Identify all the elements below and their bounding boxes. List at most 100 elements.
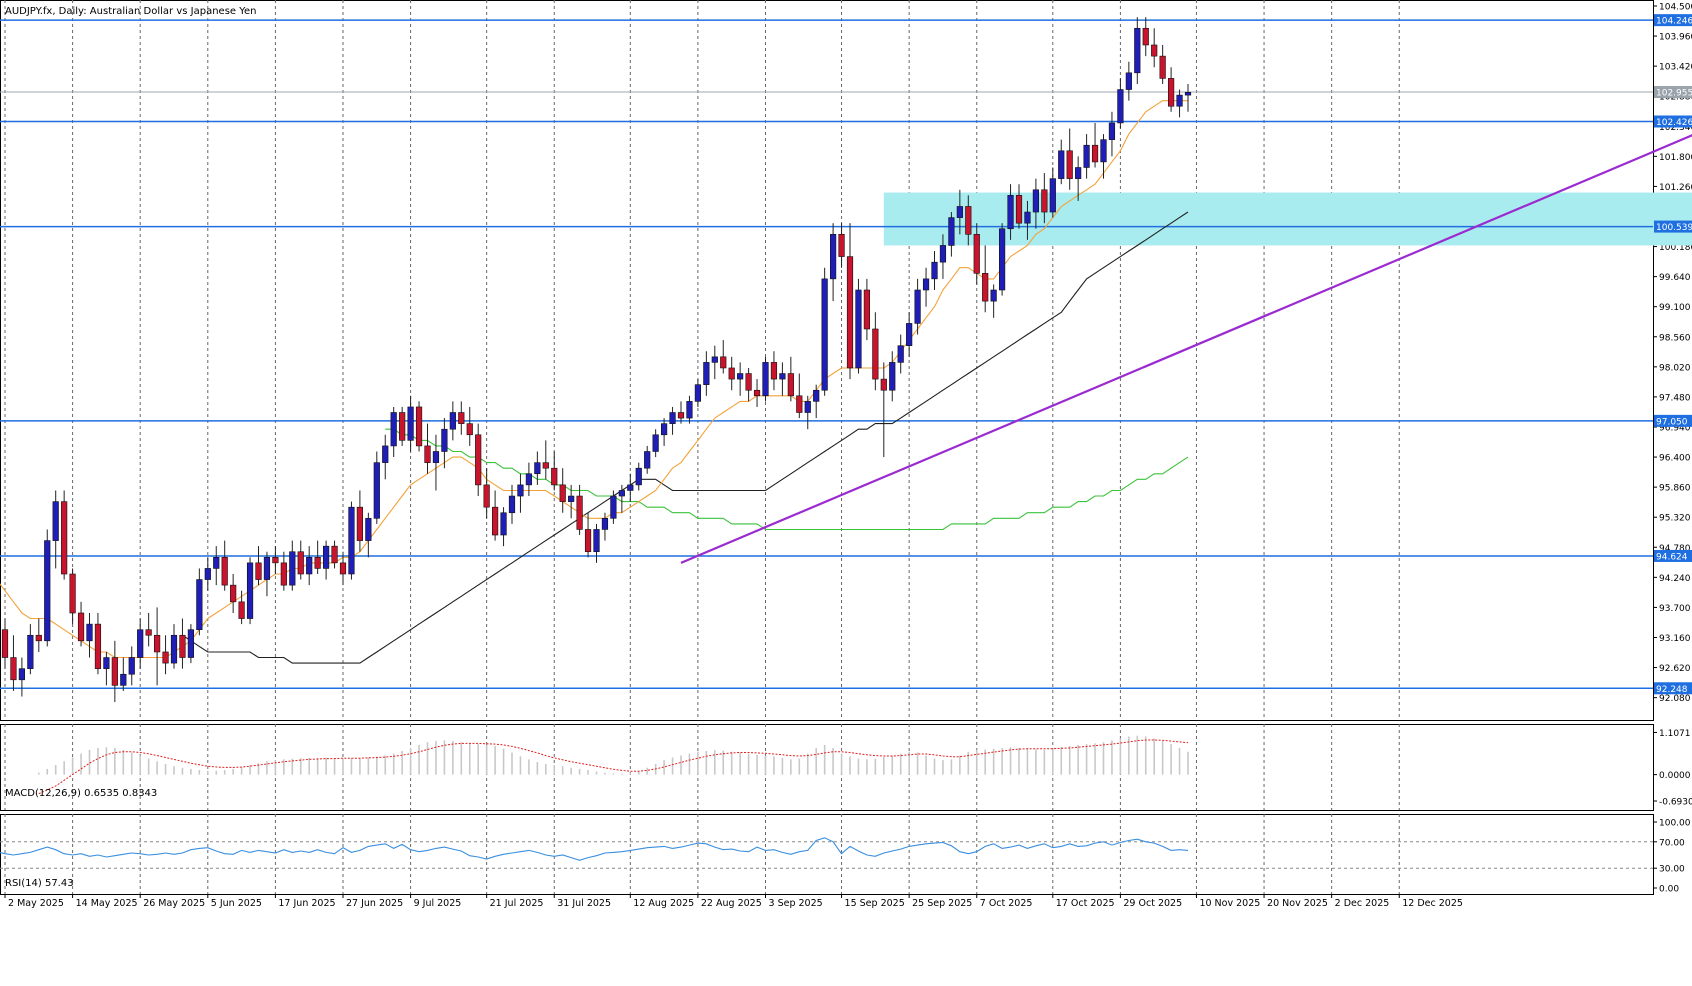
candle-body [906, 323, 913, 346]
level-label: 102.426 [1656, 118, 1692, 128]
candle-body [1, 629, 9, 658]
candle-body [1007, 195, 1014, 230]
macd-y-tick-label: 1.1071 [1659, 729, 1691, 739]
macd-label: MACD(12,26,9) 0.6535 0.8343 [5, 788, 157, 799]
candle-body [821, 278, 828, 391]
candle-body [322, 545, 330, 569]
candle-body [331, 545, 338, 564]
candle-body [635, 467, 642, 486]
candle-body [137, 629, 144, 658]
candle-body [27, 634, 34, 669]
moving-average-long [385, 428, 1189, 531]
current-price-box [1654, 86, 1692, 99]
candle-body [314, 556, 321, 569]
y-tick-label: 92.620 [1659, 664, 1691, 674]
x-axis: 2 May 2025 14 May 2025 26 May 2025 5 Jun 20… [4, 894, 1463, 909]
y-tick-label: 99.100 [1659, 303, 1691, 313]
candle-body [263, 556, 271, 580]
candle-body [204, 568, 211, 580]
candle-body [94, 623, 102, 669]
level-label: 100.539 [1656, 223, 1692, 233]
y-tick-label: 98.560 [1659, 333, 1691, 343]
candle-body [390, 412, 397, 447]
candle-body [1083, 144, 1090, 168]
macd-y-tick-label: 0.0000 [1659, 771, 1691, 781]
candle-body [931, 261, 938, 280]
candle-body [990, 289, 997, 302]
candle-body [44, 540, 51, 642]
x-tick-label: 15 Sep 2025 [845, 898, 905, 909]
candle-body [1184, 92, 1192, 96]
candle-body [1134, 27, 1141, 74]
x-tick-label: 2 Dec 2025 [1335, 898, 1390, 909]
candle-body [500, 512, 507, 536]
candle-body [255, 562, 262, 580]
candle-body [280, 562, 287, 586]
candle-body [18, 668, 26, 681]
candle-body [491, 506, 499, 536]
y-tick-label: 101.260 [1659, 183, 1692, 193]
candle-body [483, 484, 490, 508]
candle-body [593, 529, 600, 553]
x-tick-label: 25 Sep 2025 [912, 898, 972, 909]
candle-body [1168, 78, 1175, 107]
candle-body [686, 401, 693, 419]
candle-body [61, 501, 68, 575]
candle-body [880, 378, 887, 391]
candle-body [449, 412, 456, 430]
y-tick-label: 99.640 [1659, 273, 1691, 283]
candle-body [365, 518, 372, 541]
candle-body [644, 451, 651, 469]
candle-body [441, 428, 448, 452]
candle-body [399, 412, 406, 441]
candle-body [246, 562, 254, 619]
candle-body [677, 412, 685, 419]
candle-body [922, 278, 930, 291]
x-tick-label: 2 May 2025 [8, 898, 64, 909]
y-tick-label: 102.340 [1659, 123, 1692, 133]
candle-body [584, 529, 592, 553]
candle-body [1041, 189, 1048, 213]
candle-body [424, 445, 431, 463]
candle-body [914, 289, 921, 324]
candle-body [69, 573, 76, 614]
y-tick-label: 101.800 [1659, 153, 1692, 163]
candle-body [694, 384, 701, 402]
candle-body [652, 434, 659, 452]
candle-body [838, 234, 845, 257]
x-tick-label: 10 Nov 2025 [1199, 898, 1260, 909]
candle-body [196, 579, 203, 630]
x-tick-label: 12 Dec 2025 [1402, 898, 1463, 909]
candle-body [1058, 150, 1065, 179]
x-tick-label: 26 May 2025 [143, 898, 205, 909]
candle-body [669, 412, 676, 424]
candle-body [872, 328, 879, 380]
candle-body [1176, 94, 1183, 107]
candle-body [458, 412, 465, 424]
candle-body [35, 634, 42, 642]
trendline [680, 134, 1692, 564]
candle-body [846, 256, 854, 369]
candle-body [770, 362, 778, 380]
y-tick-label: 96.940 [1659, 423, 1691, 433]
x-tick-label: 7 Oct 2025 [980, 898, 1033, 909]
candle-body [660, 423, 668, 436]
rsi-y-tick-label: 0.00 [1659, 885, 1679, 895]
candle-body [154, 634, 161, 653]
candle-body [948, 217, 955, 246]
y-tick-label: 98.020 [1659, 363, 1691, 373]
candle-body [111, 657, 118, 686]
x-tick-label: 3 Sep 2025 [769, 898, 823, 909]
candle-body [1151, 44, 1158, 57]
candle-body [382, 445, 389, 463]
candle-body [889, 362, 896, 391]
candle-body [10, 657, 17, 681]
candle-body [973, 234, 980, 274]
candle-body [52, 501, 59, 541]
moving-average-short [0, 100, 1188, 659]
candle-body [170, 634, 178, 664]
candle-body [762, 362, 769, 397]
y-tick-label: 103.960 [1659, 33, 1692, 43]
y-tick-label: 96.400 [1659, 454, 1691, 464]
